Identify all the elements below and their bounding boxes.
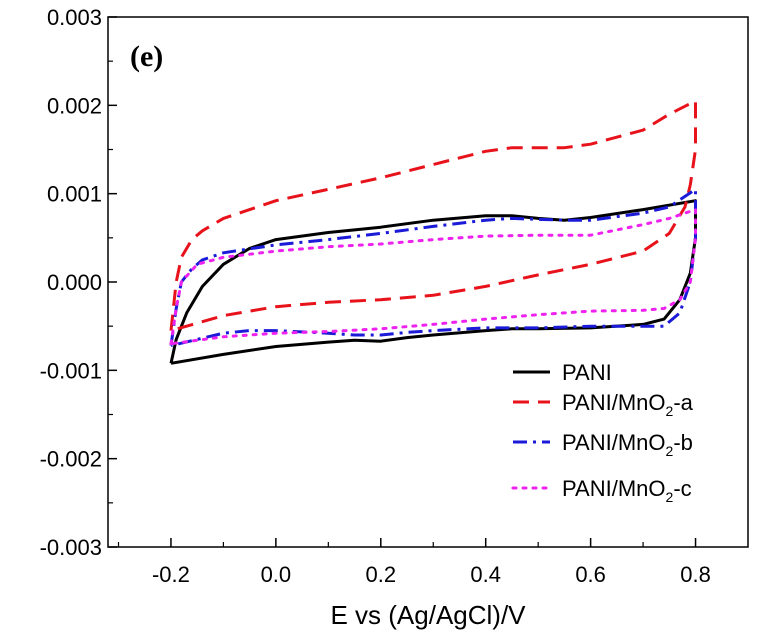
legend-label-suffix: -a [673, 390, 693, 415]
y-tick-label: -0.003 [40, 535, 102, 560]
series-line-1 [169, 99, 697, 333]
legend-label-suffix: -b [673, 430, 693, 455]
y-tick-label: -0.001 [40, 358, 102, 383]
axis-ticks: 0.003 0.002 0.001 0.000 -0.001 -0.002 -0.003 -0… [40, 5, 711, 587]
series-line-3 [169, 208, 697, 346]
y-tick-label: 0.001 [47, 182, 102, 207]
legend-label-0: PANI [562, 360, 612, 385]
x-tick-label: 0.4 [470, 562, 501, 587]
x-tick-label: 0.6 [575, 562, 606, 587]
y-tick-label: 0.002 [47, 93, 102, 118]
plot-lines [169, 99, 697, 365]
y-tick-label: 0.003 [47, 5, 102, 30]
legend-label-main: PANI/MnO [562, 430, 666, 455]
y-tick-label: 0.000 [47, 270, 102, 295]
x-tick-label: 0.8 [680, 562, 711, 587]
x-tick-label: 0.2 [365, 562, 396, 587]
x-tick-label: -0.2 [152, 562, 190, 587]
legend-label-3: PANI/MnO2-c [562, 476, 692, 505]
y-tick-label: -0.002 [40, 447, 102, 472]
legend-label-subscript: 2 [666, 443, 674, 459]
panel-label: (e) [130, 40, 163, 73]
legend-label-2: PANI/MnO2-b [562, 430, 693, 459]
legend-label-main: PANI/MnO [562, 476, 666, 501]
x-tick-label: 0.0 [261, 562, 292, 587]
legend-label-subscript: 2 [666, 403, 674, 419]
legend-label-main: PANI [562, 360, 612, 385]
legend-label-1: PANI/MnO2-a [562, 390, 694, 419]
legend-label-suffix: -c [673, 476, 691, 501]
legend-label-main: PANI/MnO [562, 390, 666, 415]
x-axis-title: E vs (Ag/AgCl)/V [330, 600, 526, 630]
plot-frame [107, 16, 749, 548]
legend-label-subscript: 2 [666, 489, 674, 505]
